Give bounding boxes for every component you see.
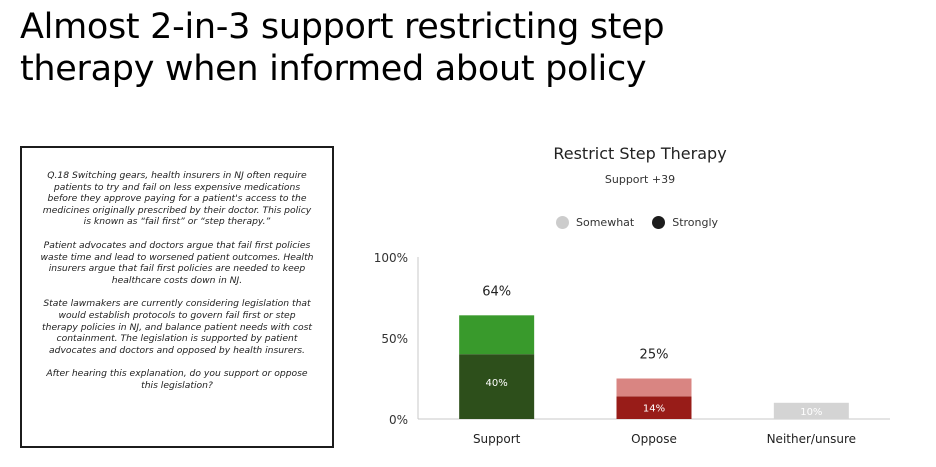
bar-inner-label: 14% <box>643 404 665 415</box>
question-paragraph: After hearing this explanation, do you s… <box>46 368 308 391</box>
bar-segment-strongly <box>773 402 849 419</box>
question-paragraph: Patient advocates and doctors argue that… <box>40 239 314 286</box>
question-paragraph: State lawmakers are currently considerin… <box>42 298 312 356</box>
y-tick-label: 50% <box>381 332 408 346</box>
x-category-label: Neither/unsure <box>767 432 856 446</box>
bar-segment-strongly <box>616 396 692 419</box>
question-text-box: Q.18 Switching gears, health insurers in… <box>20 146 334 448</box>
slide-title: Almost 2-in-3 support restricting step t… <box>20 6 740 90</box>
legend-swatch-strongly <box>652 215 666 229</box>
bar-segment-somewhat <box>616 378 692 397</box>
legend-item-strongly: Strongly <box>652 215 719 229</box>
y-tick-label: 100% <box>374 251 408 265</box>
legend-label-strongly: Strongly <box>672 215 719 229</box>
bar-inner-label: 10% <box>800 407 822 418</box>
legend-swatch-somewhat <box>556 215 569 229</box>
question-paragraph: Q.18 Switching gears, health insurers in… <box>42 170 312 228</box>
slide-title-line-1: Almost 2-in-3 support restricting step <box>20 7 665 47</box>
legend-item-somewhat: Somewhat <box>556 215 635 229</box>
bar-segment-strongly <box>459 354 535 419</box>
chart-subtitle: Support +39 <box>604 173 676 186</box>
x-category-label: Oppose <box>631 432 677 446</box>
bar-inner-label: 40% <box>486 378 508 389</box>
bar-segment-somewhat <box>459 315 535 355</box>
chart-title: Restrict Step Therapy <box>553 144 727 163</box>
slide-title-line-2: therapy when informed about policy <box>20 49 647 89</box>
x-category-label: Support <box>473 432 521 446</box>
bar-total-label: 25% <box>640 348 669 363</box>
y-tick-label: 0% <box>389 413 408 427</box>
chart-legend: Somewhat Strongly <box>556 213 736 231</box>
bar-total-label: 64% <box>482 284 511 299</box>
legend-label-somewhat: Somewhat <box>576 215 635 229</box>
bar-chart: 0% 50% 100% 40% 64% Support 14% 25% Oppose 10% Nei… <box>374 251 890 446</box>
